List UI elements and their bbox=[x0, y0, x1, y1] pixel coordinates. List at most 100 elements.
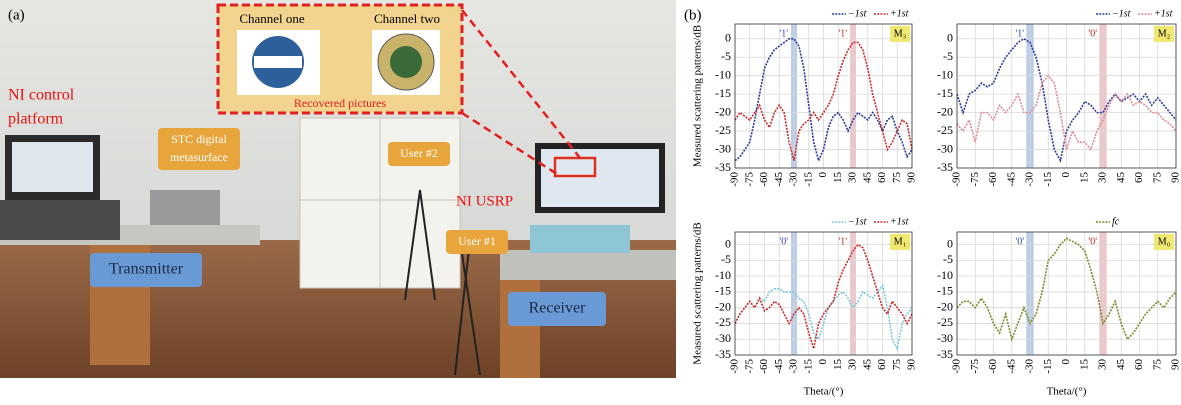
x-tick-label: 0 bbox=[1060, 172, 1072, 178]
y-tick-label: -30 bbox=[937, 331, 953, 345]
x-tick-label: 15 bbox=[832, 359, 844, 371]
y-tick-label: -30 bbox=[715, 331, 731, 345]
y-tick-label: 0 bbox=[725, 236, 731, 250]
badge-box bbox=[890, 234, 910, 250]
legend-label: −1st bbox=[1112, 8, 1131, 19]
x-tick-label: 30 bbox=[1097, 359, 1109, 371]
channel-two: Channel two bbox=[374, 11, 440, 26]
y-tick-label: 0 bbox=[947, 31, 953, 45]
x-tick-label: -75 bbox=[969, 359, 981, 374]
y-tick-label: -35 bbox=[937, 347, 953, 361]
y-tick-label: -20 bbox=[715, 299, 731, 313]
y-tick-label: -30 bbox=[715, 141, 731, 155]
series-line bbox=[734, 283, 913, 352]
legend-label: +1st bbox=[1154, 8, 1173, 19]
x-tick-label: 0 bbox=[817, 172, 829, 178]
y-tick-label: -5 bbox=[721, 252, 731, 266]
y-tick-label: -15 bbox=[937, 284, 953, 298]
y-tick-label: -5 bbox=[721, 49, 731, 63]
y-tick-label: -10 bbox=[937, 268, 953, 282]
band-label: '1' bbox=[1015, 28, 1024, 39]
y-tick-label: -20 bbox=[937, 104, 953, 118]
y-tick-label: -10 bbox=[715, 67, 731, 81]
badge: M₂ bbox=[1158, 28, 1170, 39]
series-line bbox=[956, 74, 1177, 152]
x-tick-label: 75 bbox=[891, 359, 903, 371]
x-tick-label: -45 bbox=[1005, 359, 1017, 374]
x-tick-label: 75 bbox=[891, 172, 903, 184]
y-tick-label: -30 bbox=[937, 141, 953, 155]
x-tick-label: -75 bbox=[743, 172, 755, 187]
x-tick-label: 45 bbox=[861, 172, 873, 184]
x-axis-label: Theta/(°) bbox=[1047, 386, 1087, 398]
x-tick-label: 45 bbox=[1115, 172, 1127, 184]
x-tick-label: 15 bbox=[832, 172, 844, 184]
x-tick-label: -60 bbox=[758, 359, 770, 374]
y-tick-label: -35 bbox=[937, 160, 953, 174]
x-tick-label: 60 bbox=[876, 359, 888, 371]
x-tick-label: -15 bbox=[802, 172, 814, 187]
x-tick-label: 15 bbox=[1078, 172, 1090, 184]
badge: M₃ bbox=[894, 28, 906, 39]
y-tick-label: -5 bbox=[943, 252, 953, 266]
y-tick-label: 0 bbox=[947, 236, 953, 250]
legend-label: fc bbox=[1112, 216, 1120, 227]
photo: Channel one Channel two Recovered pictur… bbox=[0, 0, 676, 378]
y-axis-label: Measured scattering patterns/dB bbox=[692, 25, 704, 167]
band-label: '0' bbox=[1015, 236, 1024, 247]
x-tick-label: -30 bbox=[1024, 359, 1036, 374]
x-tick-label: 75 bbox=[1151, 172, 1163, 184]
x-tick-label: -30 bbox=[788, 172, 800, 187]
legend-label: +1st bbox=[890, 8, 909, 19]
ni-usrp: NI USRP bbox=[456, 193, 513, 209]
x-tick-label: -90 bbox=[951, 359, 963, 374]
x-tick-label: 90 bbox=[906, 172, 918, 184]
y-tick-label: -25 bbox=[715, 315, 731, 329]
recovered-label: Recovered pictures bbox=[294, 96, 387, 110]
y-tick-label: -5 bbox=[943, 49, 953, 63]
x-tick-label: 30 bbox=[847, 172, 859, 184]
series-line bbox=[734, 41, 913, 161]
user1: User #1 bbox=[458, 234, 496, 248]
y-tick-label: -35 bbox=[715, 160, 731, 174]
badge-box bbox=[1154, 234, 1174, 250]
x-tick-label: 60 bbox=[1133, 172, 1145, 184]
badge-box bbox=[890, 26, 910, 42]
band-label: '0' bbox=[1088, 28, 1097, 39]
badge: M₀ bbox=[1158, 236, 1171, 247]
x-tick-label: -45 bbox=[1005, 172, 1017, 187]
x-tick-label: -30 bbox=[788, 359, 800, 374]
x-tick-label: -90 bbox=[729, 172, 741, 187]
y-tick-label: -10 bbox=[715, 268, 731, 282]
plot-frame bbox=[956, 231, 1177, 356]
x-tick-label: -75 bbox=[969, 172, 981, 187]
x-tick-label: 90 bbox=[1170, 172, 1181, 184]
y-tick-label: -15 bbox=[715, 284, 731, 298]
x-tick-label: -45 bbox=[773, 172, 785, 187]
y-tick-label: -20 bbox=[937, 299, 953, 313]
x-tick-label: 0 bbox=[1060, 359, 1072, 365]
x-tick-label: -15 bbox=[1042, 172, 1054, 187]
y-tick-label: -15 bbox=[937, 86, 953, 100]
band-label: '0' bbox=[779, 236, 788, 247]
x-tick-label: 90 bbox=[906, 359, 918, 371]
series-line bbox=[956, 237, 1177, 342]
x-tick-label: 15 bbox=[1078, 359, 1090, 371]
x-tick-label: -30 bbox=[1024, 172, 1036, 187]
band-label: '0' bbox=[1088, 236, 1097, 247]
band-label: '1' bbox=[779, 28, 788, 39]
y-tick-label: -10 bbox=[937, 67, 953, 81]
x-tick-label: 30 bbox=[1097, 172, 1109, 184]
x-tick-label: 90 bbox=[1170, 359, 1181, 371]
user2: User #2 bbox=[400, 146, 438, 160]
y-tick-label: -20 bbox=[715, 104, 731, 118]
legend-label: −1st bbox=[848, 216, 867, 227]
x-tick-label: 60 bbox=[876, 172, 888, 184]
y-tick-label: 0 bbox=[725, 31, 731, 45]
x-tick-label: 0 bbox=[817, 359, 829, 365]
x-tick-label: -60 bbox=[987, 359, 999, 374]
label-box bbox=[158, 128, 240, 170]
band-label: '1' bbox=[838, 28, 847, 39]
x-tick-label: 30 bbox=[847, 359, 859, 371]
